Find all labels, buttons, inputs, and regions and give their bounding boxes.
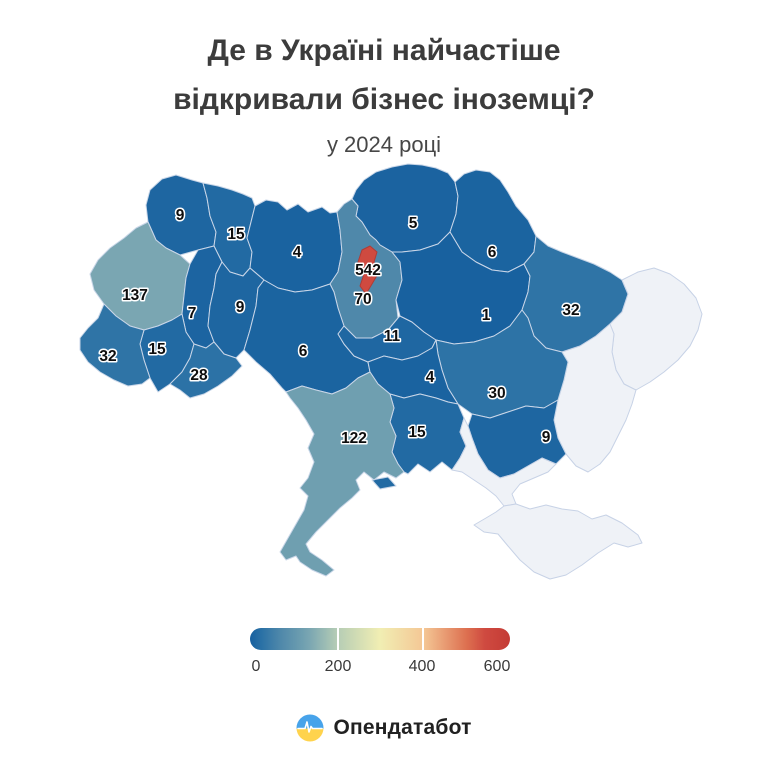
subtitle: у 2024 році xyxy=(326,132,442,157)
region-odesa[interactable] xyxy=(279,371,405,577)
region-chernivtsi[interactable] xyxy=(169,341,243,399)
legend-ticks: 0 200 400 600 xyxy=(250,658,511,680)
label-sumy: 6 xyxy=(488,244,497,261)
label-poltava: 1 xyxy=(482,307,491,324)
page-title: Де в Україні найчастіше відкривали бізне… xyxy=(0,26,768,160)
title-line-1: Де в Україні найчастіше xyxy=(207,34,561,67)
opendatabot-logo-icon xyxy=(296,714,324,742)
region-zakarpattia[interactable] xyxy=(79,303,151,387)
brand-name: Опендатабот xyxy=(333,716,472,739)
label-cherkasy: 11 xyxy=(384,328,401,345)
map-regions xyxy=(79,163,703,580)
label-lviv: 137 xyxy=(122,287,148,304)
legend-tick-400: 400 xyxy=(408,658,436,675)
label-kirovohrad: 4 xyxy=(426,369,435,386)
color-legend: 0 200 400 600 xyxy=(250,628,510,678)
label-rivne: 15 xyxy=(227,226,245,243)
legend-gradient-bar xyxy=(250,628,510,650)
legend-separator-200 xyxy=(337,628,340,650)
label-zakarpattia: 32 xyxy=(99,348,116,365)
label-kyiv-oblast: 70 xyxy=(354,291,371,308)
legend-separator-400 xyxy=(422,628,425,650)
label-zaporizhzhia: 9 xyxy=(542,429,551,446)
label-kharkiv: 32 xyxy=(562,302,579,319)
label-chernihiv: 5 xyxy=(409,215,418,232)
label-dnipro: 30 xyxy=(488,385,505,402)
region-kherson[interactable] xyxy=(451,417,557,507)
label-odesa: 122 xyxy=(341,430,367,447)
label-khmelnytskyi: 9 xyxy=(236,299,245,316)
label-zhytomyr: 4 xyxy=(293,244,302,261)
region-kyiv-city[interactable] xyxy=(357,245,380,295)
label-mykolaiv: 15 xyxy=(408,424,426,441)
region-crimea[interactable] xyxy=(473,503,643,580)
label-volyn: 9 xyxy=(176,207,185,224)
label-ivano-frankivsk: 15 xyxy=(148,341,166,358)
label-kyiv-city: 542 xyxy=(355,262,381,279)
title-line-2: відкривали бізнес іноземці? xyxy=(173,83,595,116)
map-value-labels: 9 15 4 5 6 542 70 137 7 9 1 32 32 15 28 … xyxy=(98,206,581,449)
label-ternopil: 7 xyxy=(188,305,197,322)
brand-footer: Опендатабот xyxy=(0,714,768,742)
legend-tick-200: 200 xyxy=(324,658,352,675)
label-chernivtsi: 28 xyxy=(190,367,208,384)
label-vinnytsia: 6 xyxy=(299,343,308,360)
legend-tick-600: 600 xyxy=(483,658,511,675)
legend-tick-0: 0 xyxy=(251,658,261,675)
